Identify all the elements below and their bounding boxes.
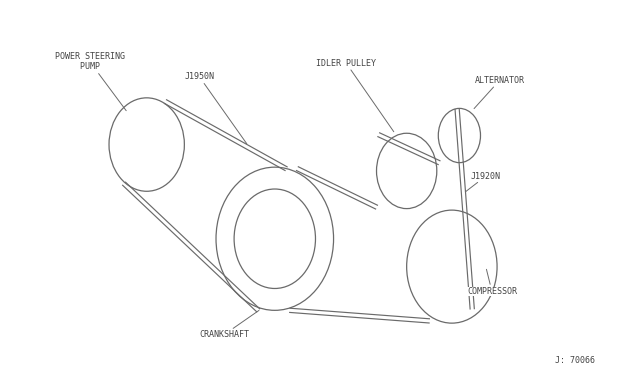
Text: J1950N: J1950N	[184, 72, 247, 144]
Text: CRANKSHAFT: CRANKSHAFT	[200, 310, 259, 339]
Text: J1920N: J1920N	[465, 172, 500, 192]
Text: J: 70066: J: 70066	[555, 356, 595, 365]
Text: IDLER PULLEY: IDLER PULLEY	[316, 59, 394, 132]
Text: POWER STEERING
     PUMP: POWER STEERING PUMP	[55, 52, 126, 111]
Text: COMPRESSOR: COMPRESSOR	[467, 269, 517, 296]
Text: ALTERNATOR: ALTERNATOR	[474, 76, 524, 109]
